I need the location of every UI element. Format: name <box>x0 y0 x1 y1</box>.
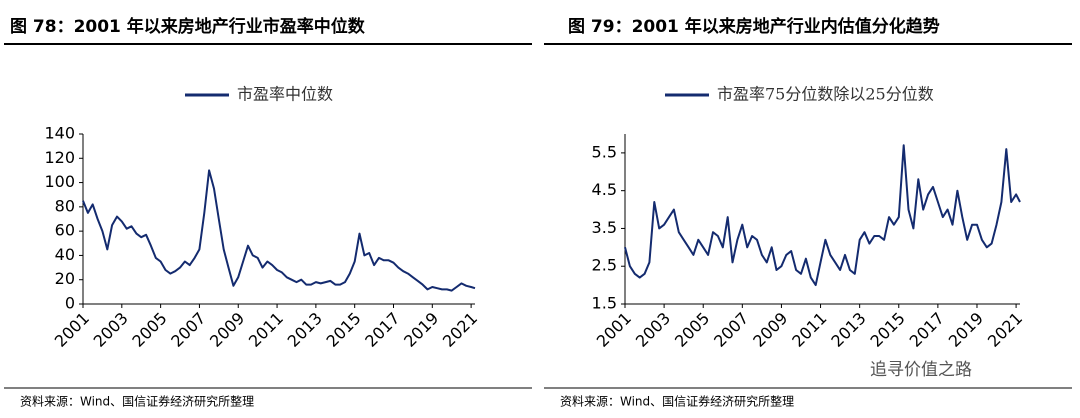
legend-label: 市盈率75分位数除以25分位数 <box>717 85 934 104</box>
y-tick-label: 120 <box>44 148 75 167</box>
x-tick-label: 2019 <box>400 309 442 351</box>
source-note: 资料来源：Wind、国信证券经济研究所整理 <box>560 394 794 409</box>
x-tick-label: 2009 <box>206 309 248 351</box>
x-tick-label: 2011 <box>245 309 287 351</box>
chart-title: 图 78：2001 年以来房地产行业市盈率中位数 <box>10 16 366 37</box>
x-tick-label: 2001 <box>593 309 635 351</box>
y-tick-label: 3.5 <box>592 218 617 237</box>
y-tick-label: 0 <box>65 294 75 313</box>
y-tick-label: 40 <box>55 245 75 264</box>
x-tick-label: 2017 <box>906 309 948 351</box>
y-tick-label: 20 <box>55 269 75 288</box>
x-tick-label: 2015 <box>322 309 364 351</box>
watermark: 追寻价值之路 <box>870 360 972 380</box>
x-tick-label: 2005 <box>671 309 713 351</box>
x-tick-label: 2007 <box>167 309 209 351</box>
x-tick-label: 2021 <box>439 309 481 351</box>
x-tick-label: 2013 <box>284 309 326 351</box>
x-tick-label: 2005 <box>128 309 170 351</box>
x-tick-label: 2003 <box>632 309 674 351</box>
y-tick-label: 60 <box>55 221 75 240</box>
series-line <box>624 144 1021 287</box>
chart-title: 图 79：2001 年以来房地产行业内估值分化趋势 <box>568 16 940 37</box>
x-tick-label: 2009 <box>749 309 791 351</box>
x-tick-label: 2007 <box>710 309 752 351</box>
y-tick-label: 5.5 <box>592 142 617 161</box>
y-tick-label: 140 <box>44 124 75 143</box>
x-tick-label: 2013 <box>827 309 869 351</box>
y-tick-label: 2.5 <box>592 256 617 275</box>
x-tick-label: 2019 <box>945 309 987 351</box>
y-tick-label: 80 <box>55 196 75 215</box>
source-note: 资料来源：Wind、国信证券经济研究所整理 <box>20 394 254 409</box>
x-tick-label: 2017 <box>361 309 403 351</box>
x-tick-label: 2015 <box>867 309 909 351</box>
y-tick-label: 4.5 <box>592 180 617 199</box>
legend-label: 市盈率中位数 <box>237 85 333 104</box>
y-tick-label: 100 <box>44 172 75 191</box>
x-tick-label: 2021 <box>984 309 1026 351</box>
x-tick-label: 2003 <box>90 309 132 351</box>
series-line <box>82 169 476 292</box>
y-tick-label: 1.5 <box>592 294 617 313</box>
x-tick-label: 2011 <box>788 309 830 351</box>
x-tick-label: 2001 <box>51 309 93 351</box>
